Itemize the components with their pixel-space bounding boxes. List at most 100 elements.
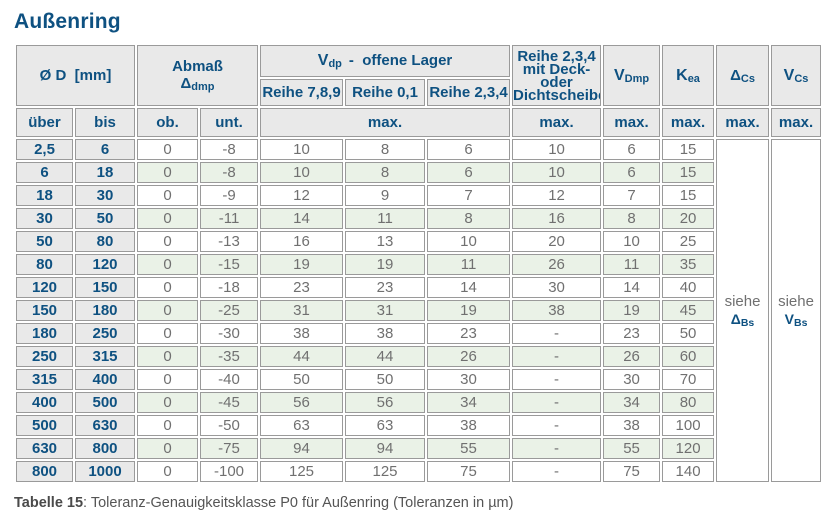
value-r234: 30 (427, 369, 511, 390)
value-ob: 0 (137, 438, 199, 459)
header-ueber: über (16, 108, 73, 137)
value-kea: 20 (662, 208, 715, 229)
header-kea: Kea (662, 45, 715, 106)
value-r789: 19 (260, 254, 344, 275)
value-r234: 6 (427, 139, 511, 160)
value-vdmp: 7 (603, 185, 661, 206)
diameter-bis: 1000 (75, 461, 136, 482)
value-vdmp: 14 (603, 277, 661, 298)
table-row: 400 500 0 -45 56 56 34-34 80 (16, 392, 821, 413)
value-unt: -8 (200, 139, 259, 160)
value-deck: - (512, 392, 602, 413)
diameter-bis: 150 (75, 277, 136, 298)
value-ob: 0 (137, 185, 199, 206)
value-kea: 70 (662, 369, 715, 390)
table-body: 2,5 6 0 -8 10 8 6 10 6 15 siehe ΔBs siehe VBs 6 18 0 -8 10… (16, 139, 822, 482)
table-row: 500 630 0 -50 63 63 38-38 100 (16, 415, 821, 436)
value-r234: 8 (427, 208, 511, 229)
value-r234: 19 (427, 300, 511, 321)
value-ob: 0 (137, 277, 199, 298)
value-r234: 10 (427, 231, 511, 252)
diameter-ueber: 18 (16, 185, 73, 206)
value-ob: 0 (137, 392, 199, 413)
header-unt: unt. (200, 108, 259, 137)
value-kea: 35 (662, 254, 715, 275)
header-vdmp: VDmp (603, 45, 661, 106)
tolerance-table: Ø D [mm] Abmaß Δdmp Vdp - offene Lager Re… (14, 43, 823, 484)
header-max-vdp: max. (260, 108, 511, 137)
diameter-bis: 800 (75, 438, 136, 459)
value-vdmp: 8 (603, 208, 661, 229)
value-vdmp: 6 (603, 162, 661, 183)
value-vdmp: 10 (603, 231, 661, 252)
value-ob: 0 (137, 300, 199, 321)
diameter-bis: 30 (75, 185, 136, 206)
diameter-ueber: 630 (16, 438, 73, 459)
header-max-vcs: max. (771, 108, 822, 137)
value-kea: 15 (662, 185, 715, 206)
page-title: Außenring (14, 10, 121, 33)
value-vdmp: 38 (603, 415, 661, 436)
header-vdp-open-bearings: Vdp - offene Lager (260, 45, 511, 77)
value-kea: 50 (662, 323, 715, 344)
value-r01: 23 (345, 277, 426, 298)
value-r789: 125 (260, 461, 344, 482)
header-bis: bis (75, 108, 136, 137)
value-deck: - (512, 346, 602, 367)
value-vdmp: 19 (603, 300, 661, 321)
header-delta-cs: ΔCs (716, 45, 770, 106)
value-r234: 38 (427, 415, 511, 436)
value-kea: 45 (662, 300, 715, 321)
value-r789: 10 (260, 139, 344, 160)
value-r01: 8 (345, 139, 426, 160)
header-abmass-label: Abmaß (172, 58, 223, 75)
value-vdmp: 34 (603, 392, 661, 413)
value-kea: 120 (662, 438, 715, 459)
value-vdmp: 6 (603, 139, 661, 160)
value-kea: 40 (662, 277, 715, 298)
value-unt: -75 (200, 438, 259, 459)
value-deck: 30 (512, 277, 602, 298)
header-vcs: VCs (771, 45, 822, 106)
value-r234: 23 (427, 323, 511, 344)
value-ob: 0 (137, 369, 199, 390)
diameter-bis: 500 (75, 392, 136, 413)
value-r01: 19 (345, 254, 426, 275)
value-r01: 125 (345, 461, 426, 482)
value-vdmp: 11 (603, 254, 661, 275)
value-vdmp: 26 (603, 346, 661, 367)
value-deck: - (512, 415, 602, 436)
value-deck: - (512, 461, 602, 482)
value-unt: -30 (200, 323, 259, 344)
diameter-bis: 630 (75, 415, 136, 436)
diameter-ueber: 150 (16, 300, 73, 321)
value-r789: 63 (260, 415, 344, 436)
diameter-bis: 250 (75, 323, 136, 344)
value-r789: 12 (260, 185, 344, 206)
diameter-bis: 6 (75, 139, 136, 160)
header-max-deck: max. (512, 108, 602, 137)
value-unt: -18 (200, 277, 259, 298)
value-vdmp: 55 (603, 438, 661, 459)
diameter-bis: 80 (75, 231, 136, 252)
value-vdmp: 23 (603, 323, 661, 344)
header-reihe-01: Reihe 0,1 (345, 79, 426, 106)
table-row: 80 120 0 -15 19 19 11 26 11 35 (16, 254, 821, 275)
value-ob: 0 (137, 254, 199, 275)
diameter-ueber: 400 (16, 392, 73, 413)
table-row: 800 1000 0 -100 125 125 75-75 140 (16, 461, 821, 482)
header-row-units: über bis ob. unt. max. max. max. max. ma… (16, 108, 822, 137)
diameter-ueber: 120 (16, 277, 73, 298)
diameter-ueber: 180 (16, 323, 73, 344)
value-kea: 60 (662, 346, 715, 367)
value-unt: -45 (200, 392, 259, 413)
diameter-ueber: 500 (16, 415, 73, 436)
header-row-groups: Ø D [mm] Abmaß Δdmp Vdp - offene Lager Re… (16, 45, 822, 106)
table-row: 6 18 0 -8 10 8 6 10 6 15 (16, 162, 821, 183)
table-row: 630 800 0 -75 94 94 55-55 120 (16, 438, 821, 459)
header-diameter-label: Ø D [mm] (39, 67, 112, 84)
caption-label: Tabelle 15 (14, 495, 84, 511)
value-deck: 26 (512, 254, 602, 275)
diameter-ueber: 2,5 (16, 139, 73, 160)
